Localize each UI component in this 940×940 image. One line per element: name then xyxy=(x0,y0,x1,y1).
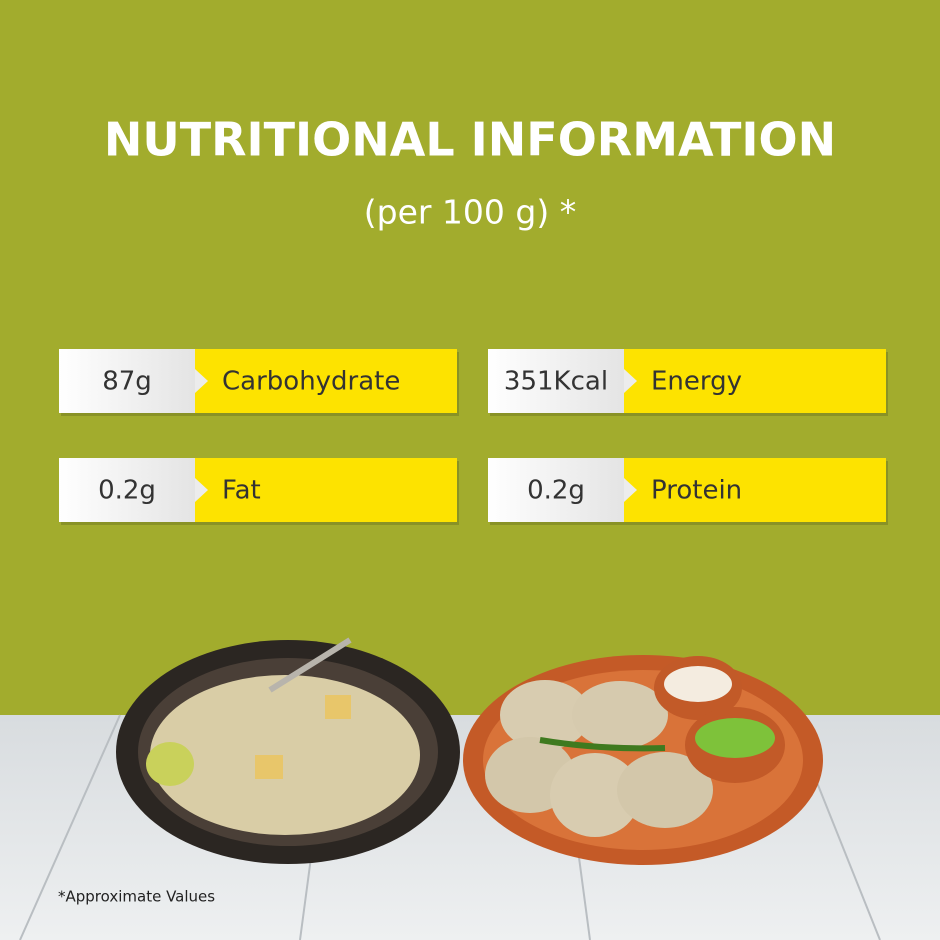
arrow xyxy=(195,369,208,393)
label-box xyxy=(624,458,886,522)
label-box xyxy=(195,458,457,522)
nutrient-card: 0.2g Protein xyxy=(488,458,888,525)
value-box xyxy=(59,349,195,413)
nutrient-name: Fat xyxy=(222,476,261,506)
nutrient-amount: 351Kcal xyxy=(504,367,608,397)
nutrient-card: 87g Carbohydrate xyxy=(59,349,459,416)
arrow xyxy=(624,369,637,393)
nutrient-card: 351Kcal Energy xyxy=(488,349,888,416)
arrow xyxy=(195,478,208,502)
subtitle: (per 100 g) * xyxy=(364,193,576,232)
nutrient-amount: 0.2g xyxy=(527,476,585,506)
nutrient-card: 0.2g Fat xyxy=(59,458,459,525)
value-box xyxy=(59,458,195,522)
arrow xyxy=(624,478,637,502)
footnote: *Approximate Values xyxy=(58,888,215,906)
sabudana-vada-plate xyxy=(463,655,823,865)
nutrient-name: Protein xyxy=(651,476,742,506)
value-box xyxy=(488,349,624,413)
value-box xyxy=(488,458,624,522)
nutrient-name: Carbohydrate xyxy=(222,367,400,397)
nutrient-amount: 87g xyxy=(102,367,152,397)
title: NUTRITIONAL INFORMATION xyxy=(104,113,836,167)
nutrient-name: Energy xyxy=(651,367,742,397)
nutrient-amount: 0.2g xyxy=(98,476,156,506)
label-box xyxy=(195,349,457,413)
sabudana-khichdi-plate xyxy=(116,637,460,864)
label-box xyxy=(624,349,886,413)
